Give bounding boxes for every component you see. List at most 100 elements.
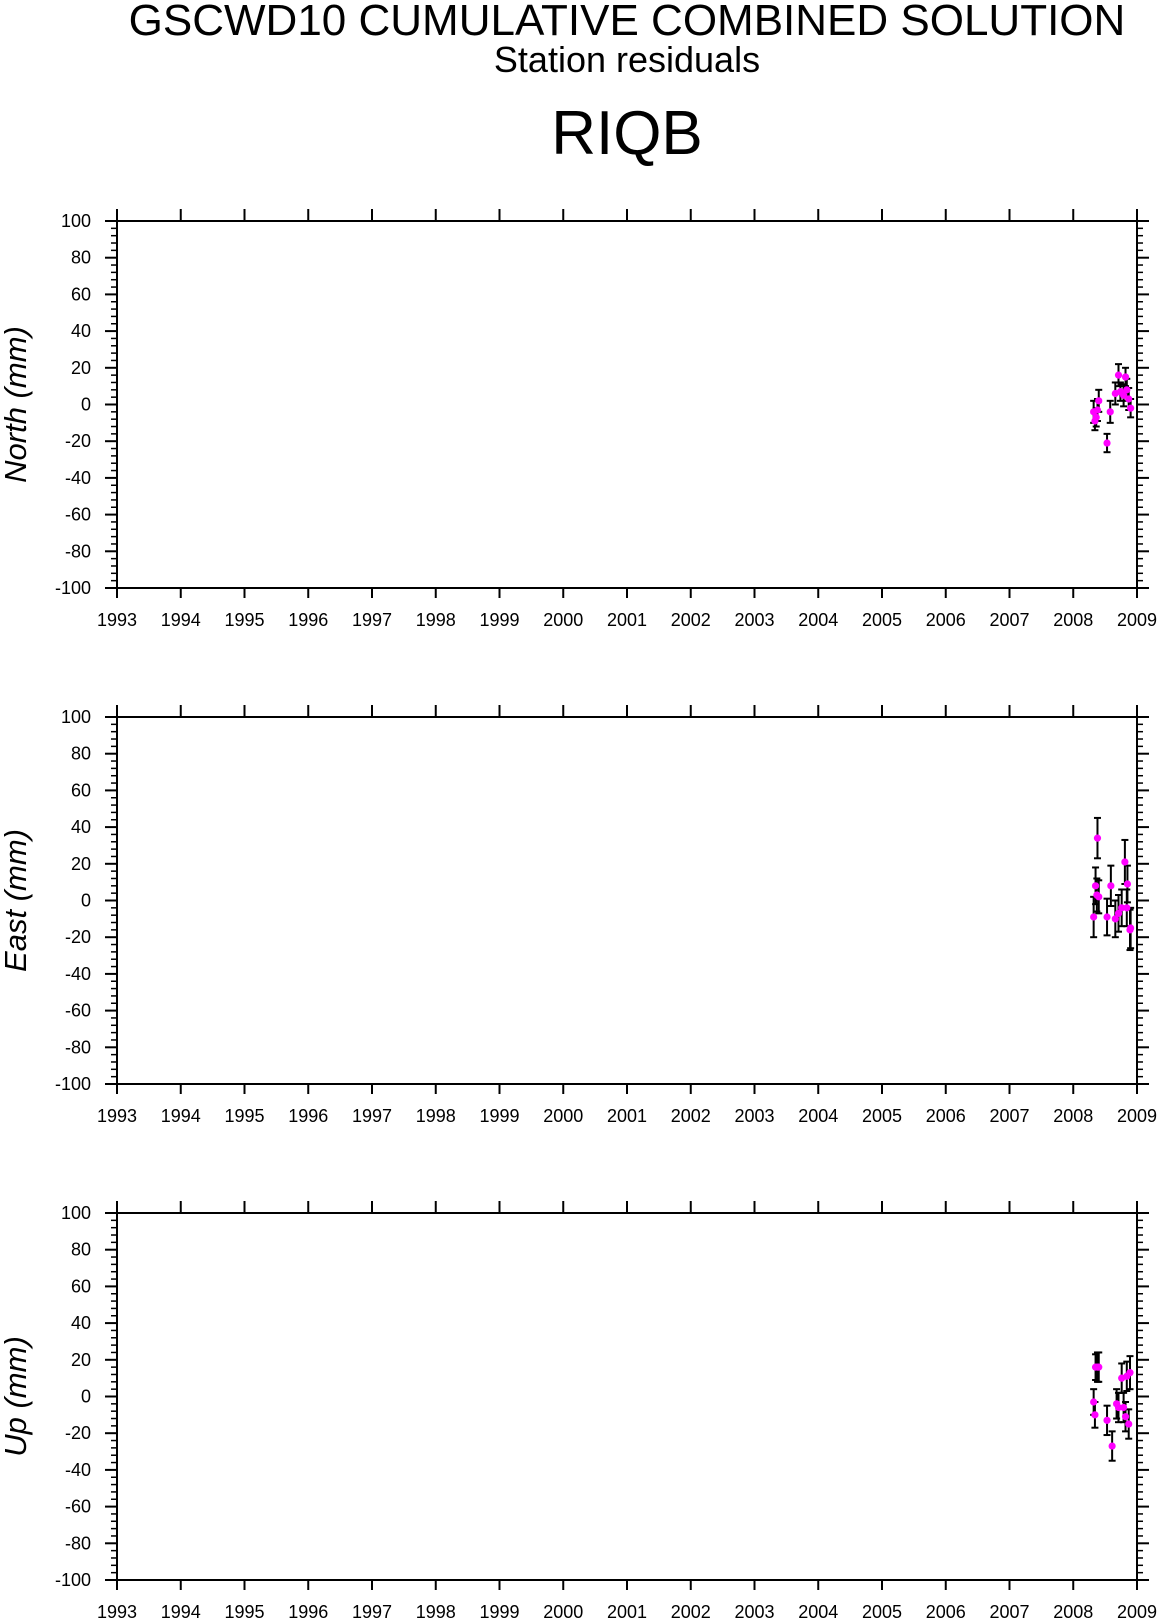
y-tick-label: 100 (61, 211, 91, 231)
y-tick-label: 40 (71, 817, 91, 837)
y-tick-label: -40 (65, 468, 91, 488)
y-tick-label: 0 (81, 891, 91, 911)
north-axis-title: North (mm) (0, 326, 33, 483)
data-point (1091, 882, 1100, 890)
x-tick-label: 2005 (862, 1602, 902, 1621)
figure-title: GSCWD10 CUMULATIVE COMBINED SOLUTION (129, 0, 1126, 45)
data-point (1103, 913, 1111, 921)
y-tick-label: -20 (65, 1423, 91, 1443)
x-tick-label: 2002 (671, 1106, 711, 1126)
data-point (1127, 404, 1135, 412)
data-point (1114, 1403, 1123, 1412)
x-tick-label: 1998 (416, 610, 456, 630)
data-point (1123, 880, 1132, 888)
y-tick-label: -20 (65, 927, 91, 947)
x-tick-label: 1999 (479, 610, 519, 630)
y-tick-label: 80 (71, 744, 91, 764)
data-point (1091, 1411, 1099, 1419)
data-point (1126, 1369, 1134, 1377)
x-tick-label: 1997 (352, 1602, 392, 1621)
data-point (1127, 924, 1135, 932)
up-panel: Up (mm) 100 80 60 40 20 0 -20 -40 -60 -80 -100 1993 1… (0, 1201, 1157, 1621)
x-tick-label: 2006 (926, 1602, 966, 1621)
data-point (1107, 882, 1115, 890)
x-tick-label: 2002 (671, 610, 711, 630)
y-tick-label: 60 (71, 1276, 91, 1296)
x-tick-label: 2002 (671, 1602, 711, 1621)
y-tick-label: -40 (65, 964, 91, 984)
x-tick-label: 1998 (416, 1106, 456, 1126)
y-tick-label: 0 (81, 395, 91, 415)
data-point (1114, 909, 1123, 917)
x-tick-label: 2008 (1053, 610, 1093, 630)
x-tick-label: 1998 (416, 1602, 456, 1621)
figure-subtitle: Station residuals (494, 39, 760, 80)
x-tick-label: 2006 (926, 610, 966, 630)
y-tick-label: -80 (65, 1037, 91, 1057)
x-tick-label: 1999 (479, 1106, 519, 1126)
x-tick-label: 2009 (1117, 610, 1157, 630)
y-tick-label: 80 (71, 248, 91, 268)
x-tick-label: 2003 (734, 610, 774, 630)
east-panel: East (mm) 100 80 60 40 20 0 -20 -40 -60 -80 -100 199… (0, 705, 1157, 1126)
x-tick-label: 2001 (607, 1106, 647, 1126)
data-point (1090, 1398, 1098, 1406)
data-point (1114, 371, 1123, 379)
x-tick-label: 2000 (543, 610, 583, 630)
north-panel: North (mm) 100 80 60 40 20 0 -20 -40 -60 -80 -100 19… (0, 209, 1157, 630)
x-tick-label: 1995 (224, 610, 264, 630)
x-tick-label: 2001 (607, 610, 647, 630)
data-point (1108, 1442, 1116, 1450)
y-tick-label: 0 (81, 1387, 91, 1407)
x-tick-label: 1995 (224, 1106, 264, 1126)
y-tick-label: -100 (55, 1570, 91, 1590)
data-point (1092, 413, 1100, 421)
x-tick-label: 1997 (352, 1106, 392, 1126)
x-tick-label: 1997 (352, 610, 392, 630)
x-tick-label: 2000 (543, 1106, 583, 1126)
data-point (1095, 893, 1103, 901)
y-tick-label: 60 (71, 284, 91, 304)
data-point (1123, 904, 1131, 912)
x-tick-label: 2000 (543, 1602, 583, 1621)
x-tick-label: 2006 (926, 1106, 966, 1126)
x-tick-label: 2003 (734, 1106, 774, 1126)
up-axis-title: Up (mm) (0, 1336, 33, 1457)
data-point (1111, 915, 1119, 923)
y-tick-label: 60 (71, 780, 91, 800)
x-tick-label: 2008 (1053, 1106, 1093, 1126)
north-plot-frame (116, 220, 1138, 589)
data-point (1106, 408, 1114, 416)
x-tick-label: 1993 (97, 610, 137, 630)
data-point (1095, 1363, 1103, 1371)
y-tick-label: -20 (65, 431, 91, 451)
x-tick-label: 2009 (1117, 1602, 1157, 1621)
x-tick-label: 1996 (288, 610, 328, 630)
x-tick-label: 1994 (161, 1106, 201, 1126)
data-point (1093, 834, 1102, 842)
x-tick-label: 1995 (224, 1602, 264, 1621)
data-point (1118, 904, 1126, 912)
data-point (1090, 913, 1098, 921)
y-tick-label: -60 (65, 1001, 91, 1021)
x-tick-label: 2004 (798, 1602, 838, 1621)
x-tick-label: 1993 (97, 1106, 137, 1126)
y-tick-label: -100 (55, 578, 91, 598)
residual-panels: North (mm) 100 80 60 40 20 0 -20 -40 -60 -80 -100 19… (0, 209, 1157, 1621)
y-tick-label: 100 (61, 707, 91, 727)
data-point (1120, 391, 1128, 399)
x-tick-label: 2004 (798, 610, 838, 630)
y-tick-label: -40 (65, 1460, 91, 1480)
y-tick-label: -60 (65, 505, 91, 525)
y-tick-label: 20 (71, 854, 91, 874)
x-tick-label: 1999 (479, 1602, 519, 1621)
x-tick-label: 1993 (97, 1602, 137, 1621)
east-plot-frame (116, 716, 1138, 1085)
data-point (1121, 373, 1130, 381)
y-tick-label: 40 (71, 321, 91, 341)
x-tick-label: 2004 (798, 1106, 838, 1126)
data-point (1121, 1413, 1130, 1421)
y-tick-label: 100 (61, 1203, 91, 1223)
data-point (1125, 395, 1133, 403)
